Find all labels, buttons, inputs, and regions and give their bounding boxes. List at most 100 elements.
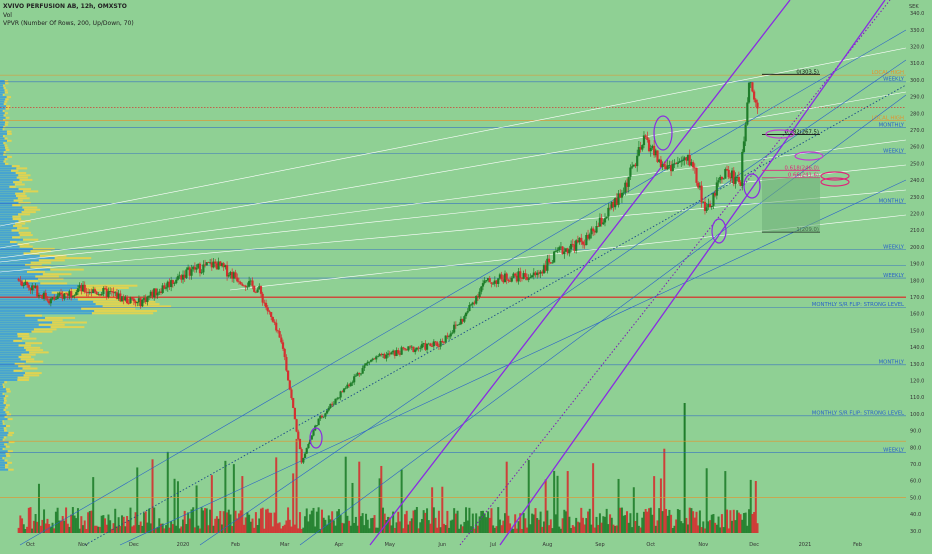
candle-body [712, 193, 715, 206]
vpvr-down-bar [3, 160, 6, 163]
volume-bar [363, 525, 366, 533]
candle-body [510, 277, 513, 282]
vpvr-down-bar [2, 128, 5, 131]
blue-trendline [19, 29, 907, 546]
vpvr-up-bar [0, 404, 6, 407]
vpvr-down-bar [3, 114, 6, 117]
volume-bar [219, 510, 222, 533]
blue-trendline [199, 59, 907, 546]
volume-bar [156, 526, 159, 533]
volume-bar [617, 478, 620, 533]
candle-body [31, 285, 34, 291]
vpvr-down-bar [2, 438, 5, 441]
volume-bar [673, 525, 676, 533]
volume-bar [180, 526, 183, 533]
candle-body [468, 305, 471, 312]
vpvr-up-bar [0, 89, 5, 92]
volume-bar [366, 519, 369, 533]
candle-body [322, 416, 325, 418]
x-tick-label: 2020 [177, 542, 190, 548]
candle-body [480, 286, 483, 292]
volume-bar [56, 507, 59, 533]
vpvr-up-bar [0, 452, 6, 455]
volume-bar [509, 523, 512, 533]
volume-bar [334, 525, 337, 533]
vpvr-up-bar [0, 397, 4, 400]
candle-body [288, 380, 291, 390]
candle-body [563, 251, 566, 255]
vpvr-down-bar [30, 250, 51, 253]
candle-body [212, 261, 215, 268]
candle-body [59, 292, 63, 295]
vpvr-up-bar [0, 365, 19, 368]
volume-bar [737, 512, 740, 533]
volume-bar [526, 527, 529, 533]
candle-body [310, 435, 313, 440]
volume-bar [283, 524, 286, 533]
candle-body [246, 286, 249, 288]
vpvr-up-bar [0, 358, 21, 361]
vpvr-down-bar [13, 369, 23, 372]
vpvr-down-bar [9, 185, 16, 188]
volume-bar [207, 525, 210, 533]
volume-bar [614, 525, 617, 533]
volume-bar [63, 520, 66, 533]
candle-body [19, 280, 22, 282]
y-tick-label: 280.0 [910, 111, 924, 117]
volume-bar [671, 527, 674, 533]
vpvr-up-bar [0, 330, 32, 333]
volume-bar [453, 508, 456, 533]
volume-bar [171, 524, 174, 533]
candle-body [124, 296, 127, 301]
candle-body [37, 295, 41, 297]
vpvr-up-bar [0, 261, 31, 264]
y-tick-label: 300.0 [910, 78, 924, 84]
volume-bar [670, 514, 673, 533]
vpvr-down-bar [6, 139, 12, 142]
candle-body [727, 169, 730, 178]
candle-body [736, 177, 739, 178]
candle-body [434, 341, 437, 343]
candle-body [703, 201, 707, 211]
volume-bar [239, 510, 242, 533]
volume-bar [224, 460, 227, 533]
candle-body [24, 281, 27, 285]
vpvr-up-bar [0, 231, 19, 234]
candle-body [549, 262, 552, 264]
candle-body [39, 295, 42, 296]
vpvr-up-bar [0, 388, 6, 391]
candle-body [656, 150, 659, 162]
volume-bar [170, 521, 173, 533]
volume-bar [439, 527, 442, 533]
volume-bar [458, 528, 461, 533]
candle-body [80, 285, 83, 292]
candle-body [227, 275, 230, 277]
volume-bar [119, 526, 122, 533]
vpvr-up-bar [0, 130, 7, 133]
candle-body [756, 102, 759, 109]
volume-bar [426, 508, 429, 533]
volume-bar [554, 514, 557, 533]
candle-body [514, 273, 517, 276]
candle-body [481, 283, 485, 287]
dotted-channel-mid [459, 0, 891, 546]
volume-bar [478, 516, 481, 533]
volume-indicator-label: Vol [3, 12, 12, 19]
vpvr-down-bar [13, 181, 22, 184]
volume-bar [132, 525, 135, 533]
candle-body [575, 240, 578, 251]
candle-body [185, 269, 188, 278]
vpvr-up-bar [0, 270, 27, 273]
candle-body [698, 185, 701, 188]
candle-body [378, 353, 381, 357]
candle-body [498, 274, 502, 279]
vpvr-down-bar [21, 353, 36, 356]
vpvr-up-bar [0, 100, 5, 103]
vpvr-up-bar [0, 188, 19, 191]
volume-bar [459, 524, 462, 533]
vpvr-down-bar [4, 459, 8, 462]
price-axis-strip [906, 0, 932, 550]
vpvr-down-bar [8, 431, 15, 434]
